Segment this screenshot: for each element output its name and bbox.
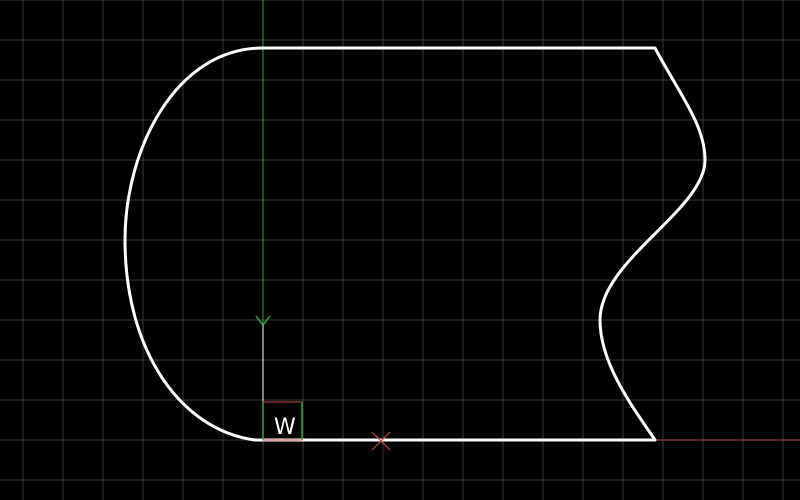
cursor-marker xyxy=(371,431,391,451)
closed-polyline-shape[interactable] xyxy=(123,46,707,442)
ucs-world-label: W xyxy=(274,415,296,440)
ucs-icon: W xyxy=(255,315,303,441)
